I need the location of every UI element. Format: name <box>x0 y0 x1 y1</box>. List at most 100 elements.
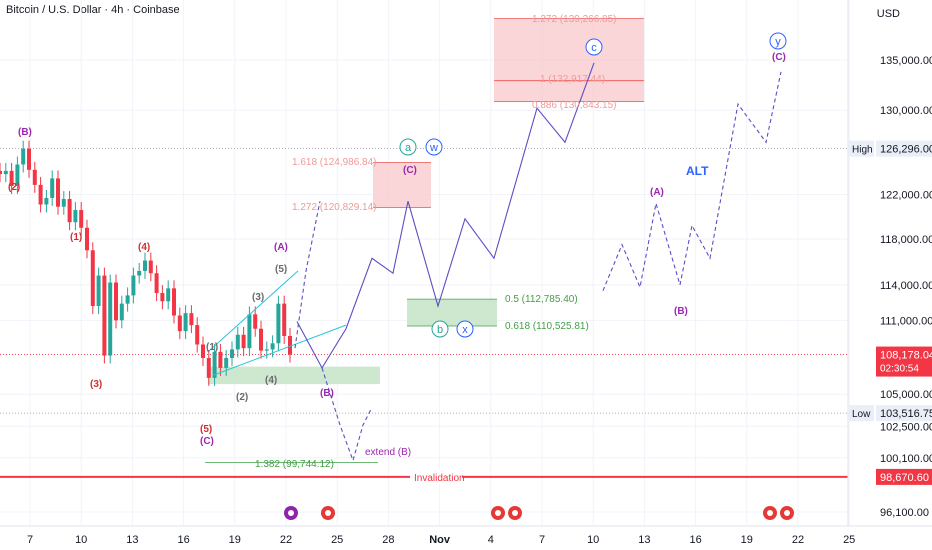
fib-label: 0.618 (110,525.81) <box>505 321 589 332</box>
candle-body <box>154 273 159 294</box>
wave-label: (A) <box>274 242 288 253</box>
candle-body <box>9 170 14 186</box>
x-tick-label: 16 <box>177 534 189 546</box>
fib-label: 0.5 (112,785.40) <box>505 294 578 305</box>
wave-label: (B) <box>320 388 334 399</box>
target-zone-upper <box>494 18 644 102</box>
invalidation-label-bg <box>410 469 462 484</box>
y-tick-label: 111,000.00 <box>880 315 932 327</box>
candle-body <box>3 170 8 175</box>
base-zone <box>208 366 380 385</box>
zones <box>205 18 644 463</box>
level-tag-bg <box>848 405 874 422</box>
fib-label: 1.272 (139,266.85) <box>532 14 617 25</box>
candle-body <box>201 344 205 358</box>
candle-body <box>195 325 200 345</box>
wave-label: ALT <box>686 164 709 178</box>
x-tick-label: 13 <box>638 534 650 546</box>
price-axis: 135,000.00 130,000.00 122,000.00 118,000.00… <box>847 0 932 526</box>
chart-grid <box>0 0 850 526</box>
candle-body <box>73 210 78 223</box>
circle-label: a <box>405 142 412 154</box>
wave-label: (4) <box>138 242 150 253</box>
candle-body <box>253 314 258 329</box>
wave-label: extend (B) <box>365 447 411 458</box>
support-zone <box>407 299 497 327</box>
candle-body <box>247 314 252 349</box>
candle-body <box>218 351 223 368</box>
x-tick-label: 28 <box>382 534 394 546</box>
wave-label: (5) <box>200 424 212 435</box>
y-tick-label: 122,000.00 <box>880 190 932 202</box>
candle-body <box>212 351 217 378</box>
level-value: 103,516.75 <box>880 408 932 420</box>
candle-body <box>259 328 263 351</box>
circle-label: w <box>429 142 438 154</box>
y-tick-label: 105,000.00 <box>880 389 932 401</box>
x-tick-label: 4 <box>488 534 494 546</box>
event-icon-dot <box>784 510 790 516</box>
candle-body <box>0 170 2 175</box>
candle-body <box>166 288 171 302</box>
wedge-lower <box>212 324 347 376</box>
candle-body <box>114 282 118 321</box>
x-tick-label: 22 <box>792 534 804 546</box>
fib-label: 1 (132,917.44) <box>540 74 605 85</box>
circle-label: x <box>462 324 468 336</box>
candle-body <box>108 282 113 356</box>
circle-label-ring <box>769 32 787 50</box>
fib-label: 1.382 (99,744.12) <box>255 459 334 470</box>
x-tick-label: 7 <box>27 534 33 546</box>
level-tag-bg <box>848 140 874 157</box>
x-tick-label: 10 <box>75 534 87 546</box>
level-value-bg <box>876 140 932 157</box>
circle-label-ring <box>431 320 449 338</box>
candle-body <box>189 313 194 326</box>
candle-body <box>183 313 188 332</box>
candle-body <box>102 275 107 356</box>
candle-body <box>61 199 66 207</box>
candle-body <box>44 197 49 205</box>
candle-body <box>67 199 72 223</box>
wave-label: (3) <box>252 292 264 303</box>
circle-label-ring <box>456 320 474 338</box>
level-tag: Low <box>852 409 871 420</box>
candle-body <box>50 178 55 198</box>
candle-body <box>85 227 89 251</box>
x-tick-label: 22 <box>280 534 292 546</box>
target-zone-mid <box>373 162 431 208</box>
x-tick-label: 19 <box>741 534 753 546</box>
level-value: 126,296.00 <box>880 144 932 156</box>
x-tick-label: 16 <box>689 534 701 546</box>
x-tick-label: Nov <box>429 534 451 546</box>
wave-label: (A) <box>650 187 664 198</box>
symbol-title[interactable]: Bitcoin / U.S. Dollar · 4h · Coinbase <box>6 4 180 16</box>
fib-label: 1.618 (124,986.84) <box>292 157 377 168</box>
wave-label: (2) <box>8 182 20 193</box>
candle-body <box>32 169 37 185</box>
candle-body <box>264 349 269 351</box>
y-tick-label: 102,500.00 <box>880 421 932 433</box>
candle-body <box>125 295 130 304</box>
event-icon-dot <box>288 510 294 516</box>
y-tick-label: 130,000.00 <box>880 105 932 117</box>
invalidation-price-bg <box>876 468 932 485</box>
wave-label: (2) <box>236 392 248 403</box>
x-tick-label: 10 <box>587 534 599 546</box>
candle-body <box>119 303 124 321</box>
candle-body <box>96 275 101 307</box>
candle-body <box>224 357 229 368</box>
y-tick-label: 135,000.00 <box>880 55 932 67</box>
candle-body <box>282 303 287 336</box>
wedge-upper <box>207 270 299 353</box>
y-tick-label: 114,000.00 <box>880 280 932 292</box>
wave-label: (4) <box>265 375 277 386</box>
wave-label: (C) <box>772 52 786 63</box>
projection-extend-b <box>321 367 372 463</box>
x-tick-label: 13 <box>126 534 138 546</box>
wave-label: (5) <box>275 264 287 275</box>
y-tick-label: 96,100.00 <box>880 507 929 519</box>
fib-label: 0.886 (130,843.15) <box>532 100 617 111</box>
x-tick-label: 19 <box>229 534 241 546</box>
